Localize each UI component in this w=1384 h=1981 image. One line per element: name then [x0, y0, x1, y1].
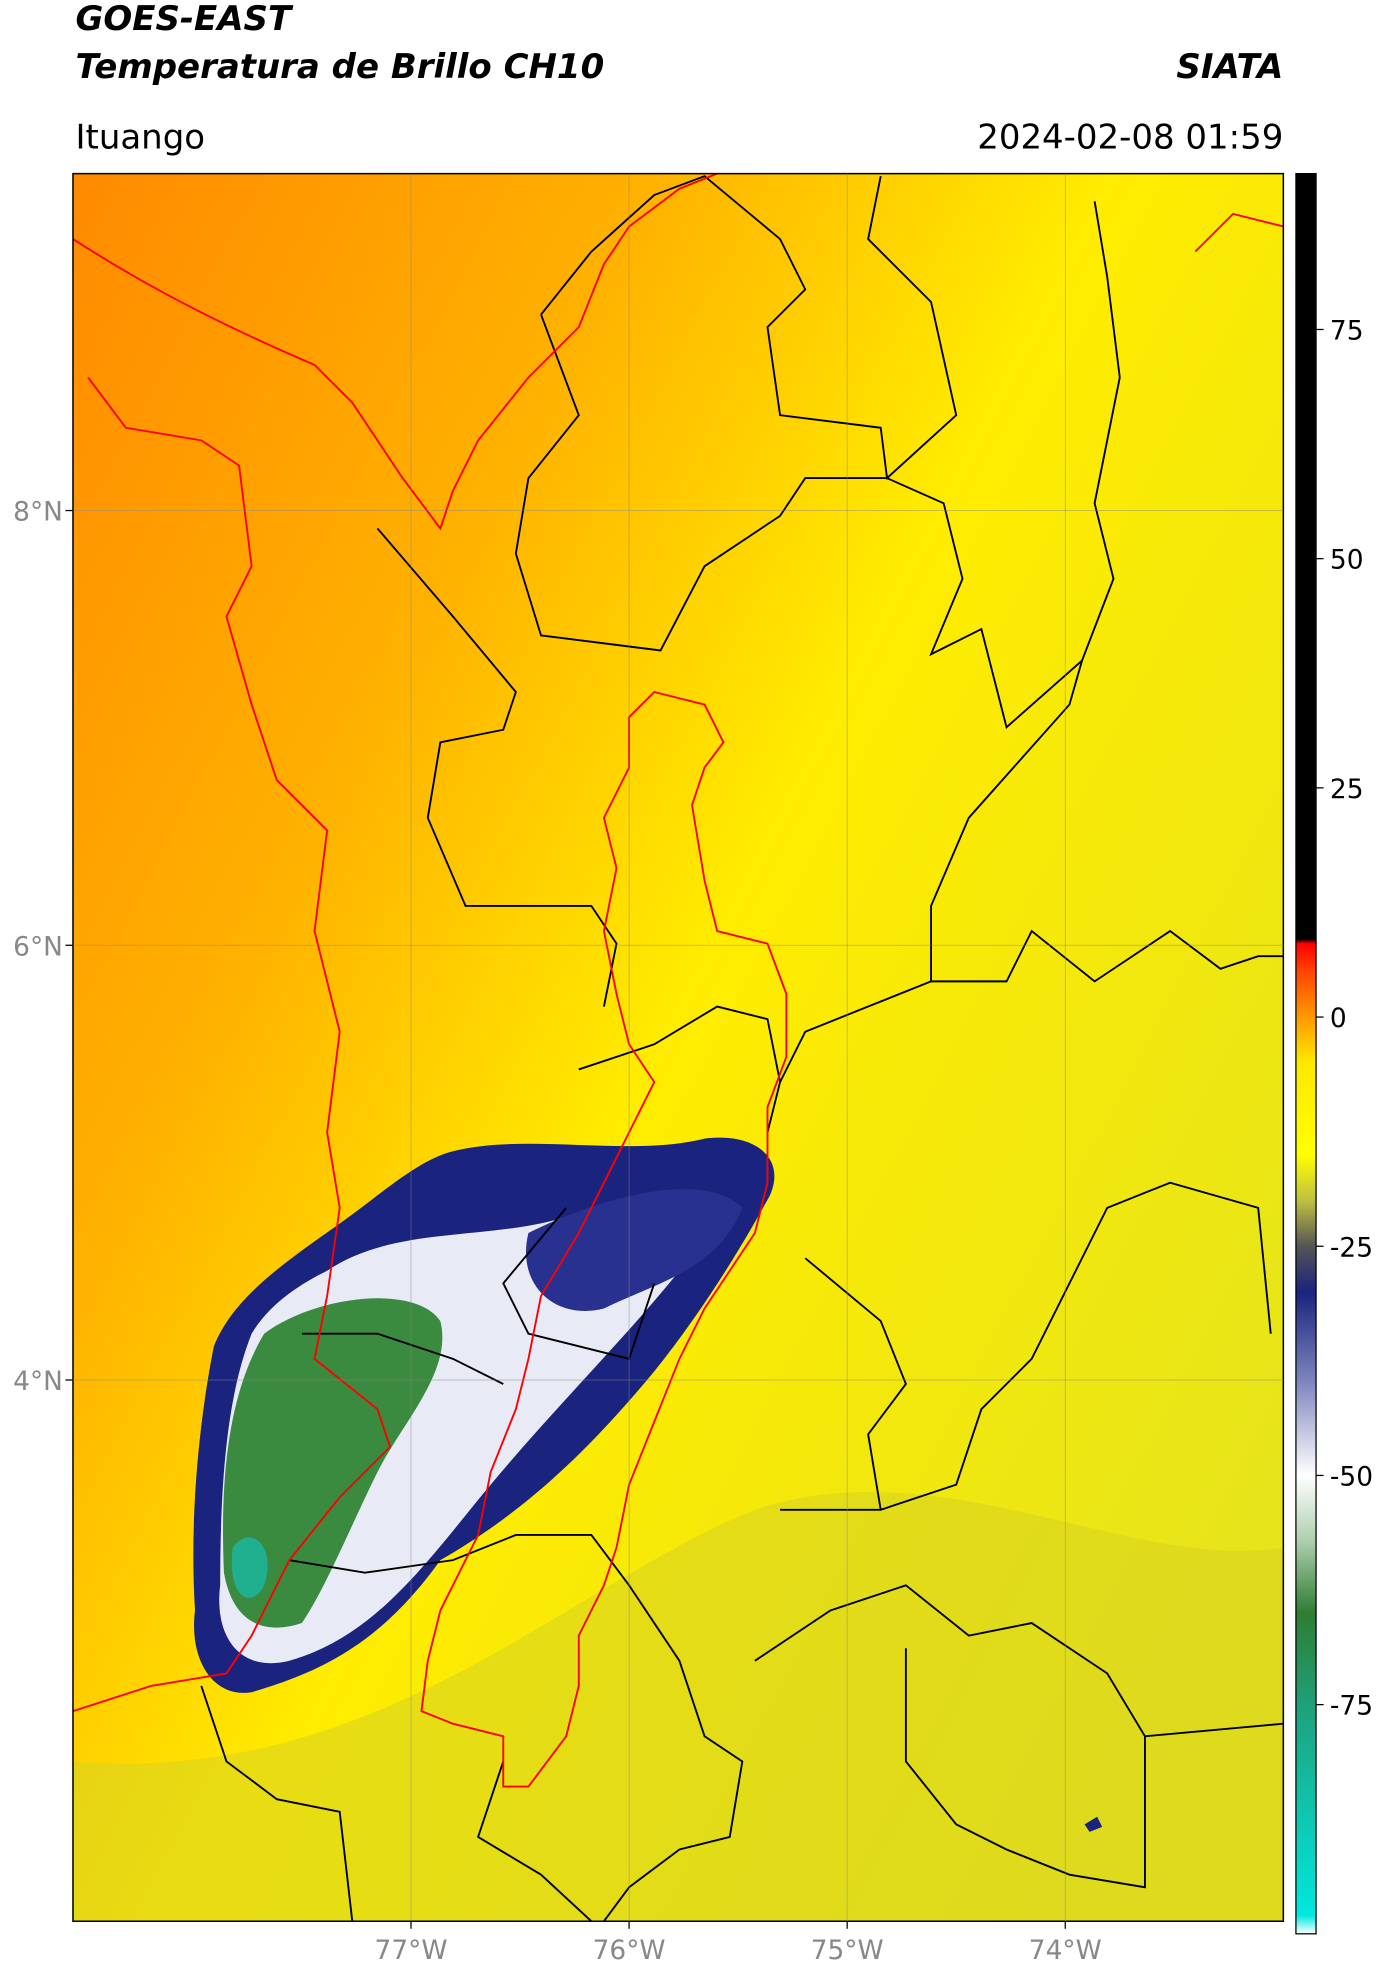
coast-and-basin: [72, 173, 1284, 1788]
colorbar-tick-label: -25: [1330, 1232, 1373, 1263]
datetime: 2024-02-08 01:59: [977, 117, 1283, 157]
colorbar-tick-label: 0: [1330, 1003, 1347, 1034]
x-tick-label: 75°W: [811, 1935, 884, 1966]
y-tick-label: 4°N: [13, 1366, 63, 1397]
x-tick-label: 77°W: [375, 1935, 448, 1966]
title: GOES-EAST: [75, 0, 293, 39]
x-tick-label: 74°W: [1029, 1935, 1102, 1966]
colorbar: [1295, 172, 1317, 1935]
x-tick-label: 76°W: [593, 1935, 666, 1966]
haze: [72, 1491, 1284, 1922]
source: SIATA: [1176, 47, 1283, 87]
colorbar-tick-label: 75: [1330, 316, 1364, 347]
colorbar-tick-label: 25: [1330, 774, 1364, 805]
map-area: [72, 173, 1284, 1922]
colorbar-tick-label: -50: [1330, 1462, 1373, 1493]
subtitle: Temperatura de Brillo CH10: [75, 47, 604, 87]
cloud-spot: [1084, 1816, 1103, 1832]
y-tick-label: 8°N: [13, 497, 63, 528]
map-frame: [72, 172, 1285, 1922]
y-tick-label: 6°N: [13, 931, 63, 962]
colorbar-tick-label: 50: [1330, 545, 1364, 576]
borders: [200, 175, 1284, 1922]
cloud-core: [231, 1537, 268, 1598]
colorbar-tick-label: -75: [1330, 1691, 1373, 1722]
location: Ituango: [75, 117, 205, 157]
cloud-band: [525, 1189, 743, 1311]
cloud-coldest: [223, 1298, 443, 1628]
